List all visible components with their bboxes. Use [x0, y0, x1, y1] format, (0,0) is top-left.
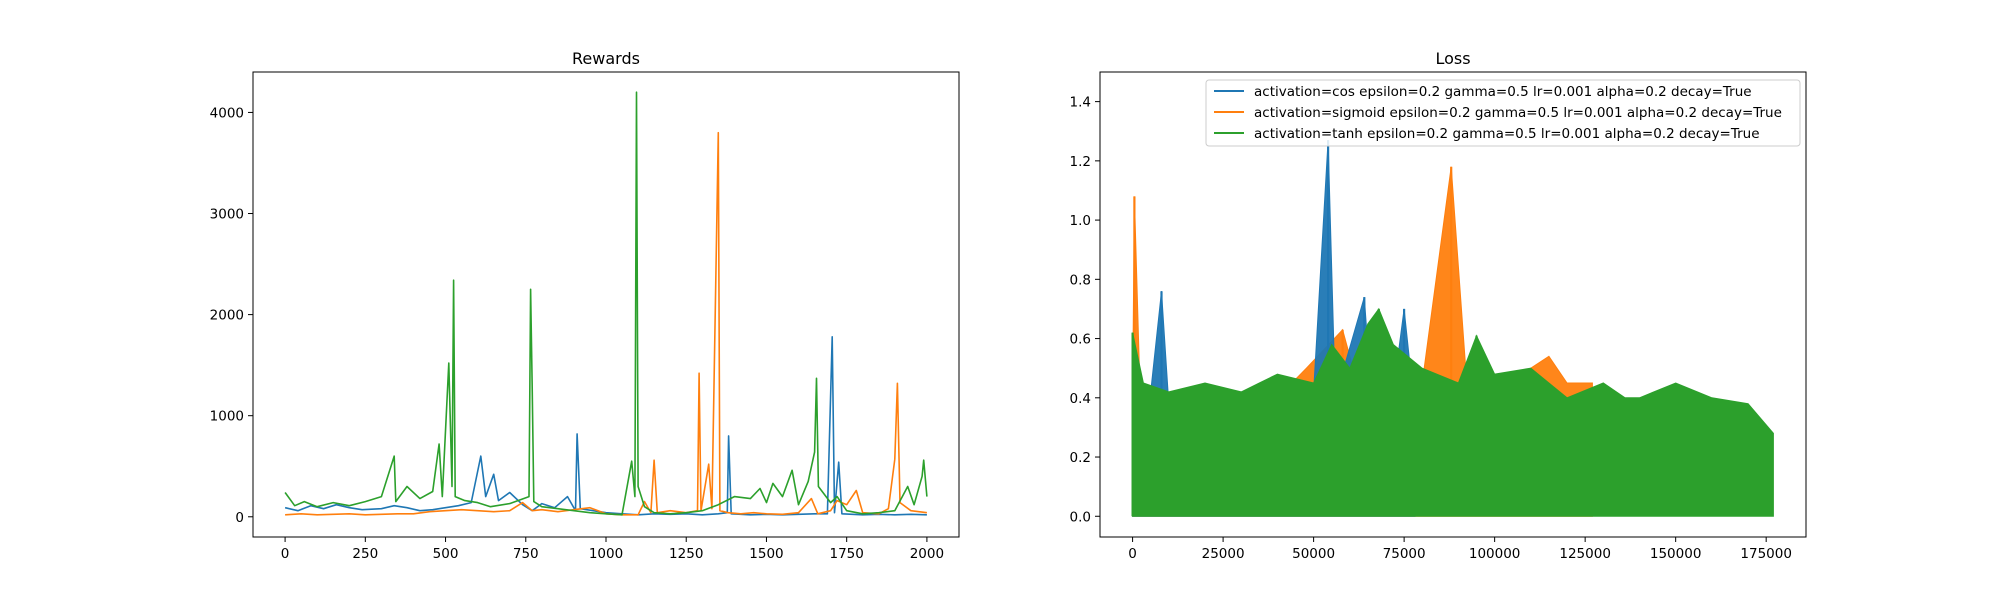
loss-axes-frame	[1099, 71, 1807, 538]
rewards-series-line-2	[284, 91, 928, 516]
x-tick-label: 1500	[749, 546, 783, 562]
x-tick-label: 100000	[1469, 546, 1521, 562]
y-tick-label: 4000	[210, 105, 244, 121]
legend-label-tanh: activation=tanh epsilon=0.2 gamma=0.5 lr…	[1254, 126, 1760, 142]
y-tick-label: 1.2	[1070, 154, 1091, 170]
x-tick-label: 175000	[1740, 546, 1792, 562]
x-tick-label: 2000	[910, 546, 944, 562]
rewards-axes-frame	[252, 71, 960, 538]
y-tick-label: 0	[235, 510, 244, 526]
legend-label-sigmoid: activation=sigmoid epsilon=0.2 gamma=0.5…	[1254, 105, 1782, 121]
rewards-x-ticks: 0 250 500 750 1000 1250 1500 1750 2000	[281, 537, 944, 562]
loss-axes: Loss 0 25000 50000 75000 100000 125000 150000 1…	[1070, 49, 1807, 562]
y-tick-label: 0.6	[1070, 332, 1091, 348]
rewards-series-line-1	[285, 131, 927, 516]
x-tick-label: 1000	[589, 546, 623, 562]
legend-box	[1205, 79, 1801, 147]
legend-label-cos: activation=cos epsilon=0.2 gamma=0.5 lr=…	[1254, 84, 1752, 100]
y-tick-label: 1000	[210, 409, 244, 425]
y-tick-label: 0.8	[1070, 272, 1091, 288]
loss-plot-area	[1131, 140, 1774, 517]
x-tick-label: 50000	[1292, 546, 1335, 562]
x-tick-label: 25000	[1202, 546, 1245, 562]
x-tick-label: 1250	[669, 546, 703, 562]
y-tick-label: 0.0	[1070, 509, 1091, 525]
rewards-axes: Rewards 0 250 500 750 1000 1250 1500 1750 2000 0…	[210, 49, 960, 562]
y-tick-label: 2000	[210, 308, 244, 324]
y-tick-label: 0.2	[1070, 450, 1091, 466]
y-tick-label: 1.4	[1070, 95, 1091, 111]
x-tick-label: 150000	[1650, 546, 1702, 562]
loss-y-ticks: 0.0 0.2 0.4 0.6 0.8 1.0 1.2 1.4	[1070, 95, 1100, 525]
y-tick-label: 3000	[210, 207, 244, 223]
x-tick-label: 1750	[830, 546, 864, 562]
loss-x-ticks: 0 25000 50000 75000 100000 125000 150000 175000	[1128, 537, 1792, 562]
x-tick-label: 250	[352, 546, 378, 562]
y-tick-label: 1.0	[1070, 213, 1091, 229]
x-tick-label: 75000	[1383, 546, 1426, 562]
rewards-y-ticks: 0 1000 2000 3000 4000	[210, 105, 253, 526]
loss-series-band-2	[1132, 307, 1774, 517]
x-tick-label: 125000	[1559, 546, 1611, 562]
y-tick-label: 0.4	[1070, 391, 1091, 407]
x-tick-label: 0	[281, 546, 290, 562]
x-tick-label: 750	[513, 546, 539, 562]
rewards-plot-area	[284, 91, 928, 516]
loss-legend: activation=cos epsilon=0.2 gamma=0.5 lr=…	[1205, 79, 1801, 147]
x-tick-label: 0	[1128, 546, 1137, 562]
x-tick-label: 500	[433, 546, 459, 562]
rewards-title: Rewards	[572, 49, 640, 68]
loss-title: Loss	[1435, 49, 1470, 68]
